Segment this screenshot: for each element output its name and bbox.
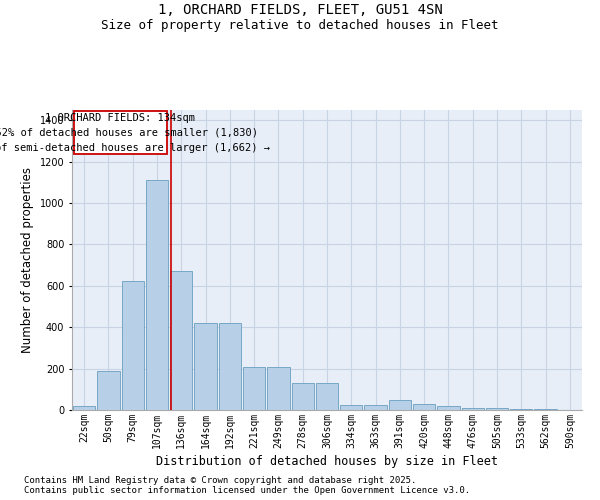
Bar [486, 408, 508, 410]
Text: 1, ORCHARD FIELDS, FLEET, GU51 4SN: 1, ORCHARD FIELDS, FLEET, GU51 4SN [158, 2, 442, 16]
Bar [389, 400, 411, 410]
Text: Distribution of detached houses by size in Fleet: Distribution of detached houses by size … [156, 455, 498, 468]
Bar [146, 180, 168, 410]
Bar [218, 323, 241, 410]
Bar [413, 404, 436, 410]
Bar [73, 406, 95, 410]
Bar [170, 272, 193, 410]
Bar [97, 370, 119, 410]
Bar [122, 280, 144, 410]
Bar [510, 409, 532, 410]
Text: Size of property relative to detached houses in Fleet: Size of property relative to detached ho… [101, 19, 499, 32]
Text: Contains public sector information licensed under the Open Government Licence v3: Contains public sector information licen… [24, 486, 470, 495]
Bar [437, 406, 460, 410]
Bar [340, 405, 362, 410]
Bar [194, 323, 217, 410]
FancyBboxPatch shape [74, 111, 167, 154]
Bar [316, 383, 338, 410]
Bar [461, 408, 484, 410]
Bar [292, 383, 314, 410]
Bar [364, 405, 387, 410]
Bar [243, 366, 265, 410]
Y-axis label: Number of detached properties: Number of detached properties [21, 167, 34, 353]
Text: Contains HM Land Registry data © Crown copyright and database right 2025.: Contains HM Land Registry data © Crown c… [24, 476, 416, 485]
Text: 1 ORCHARD FIELDS: 134sqm
← 52% of detached houses are smaller (1,830)
47% of sem: 1 ORCHARD FIELDS: 134sqm ← 52% of detach… [0, 113, 271, 152]
Bar [267, 366, 290, 410]
